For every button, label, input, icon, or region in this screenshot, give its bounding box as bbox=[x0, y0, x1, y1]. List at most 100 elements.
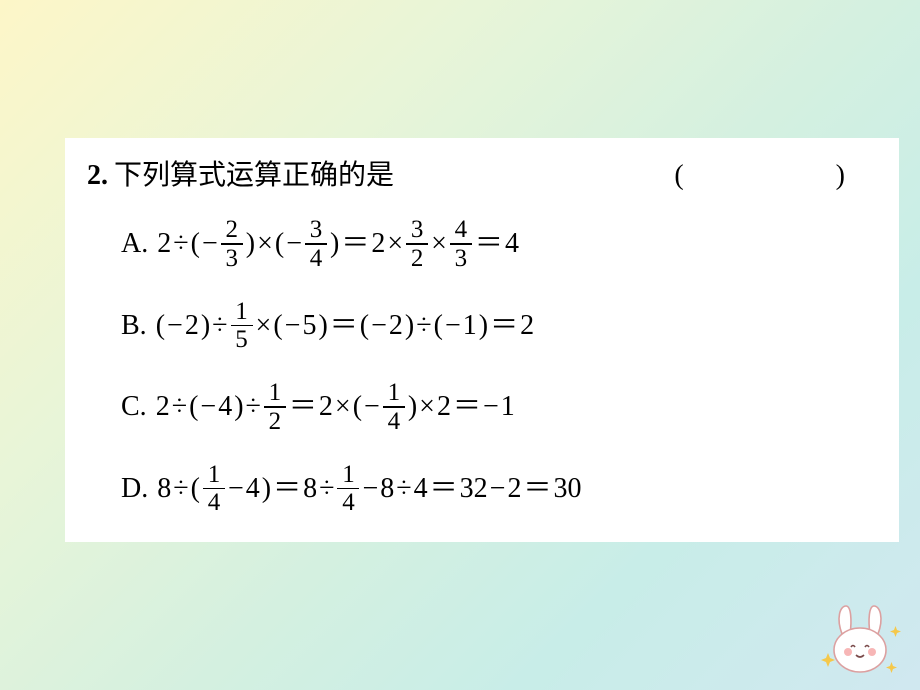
fraction-denominator: 2 bbox=[264, 408, 286, 435]
question-panel: 2. 下列算式运算正确的是 ( ) A. 2÷(−23)×(−34)＝2×32×… bbox=[65, 138, 899, 542]
option-a-expr: 2÷(−23)×(−34)＝2×32×43＝4 bbox=[156, 216, 520, 272]
math-token: ) bbox=[404, 312, 415, 340]
option-a-label: A. bbox=[121, 230, 148, 258]
fraction-numerator: 1 bbox=[264, 379, 286, 406]
math-token: ( bbox=[188, 393, 199, 421]
bunny-decoration bbox=[818, 600, 902, 676]
math-token: 4 bbox=[413, 475, 429, 503]
fraction-numerator: 3 bbox=[406, 216, 428, 243]
math-token: ＝ bbox=[522, 475, 552, 503]
math-token: ( bbox=[272, 312, 283, 340]
fraction-denominator: 4 bbox=[203, 489, 225, 516]
math-token: − bbox=[361, 475, 379, 503]
math-token: − bbox=[166, 312, 184, 340]
math-token: ( bbox=[352, 393, 363, 421]
fraction-denominator: 4 bbox=[383, 408, 405, 435]
math-token: − bbox=[489, 475, 507, 503]
math-token: ＝ bbox=[329, 312, 359, 340]
fraction: 14 bbox=[203, 461, 225, 517]
math-token: 1 bbox=[500, 393, 516, 421]
fraction-numerator: 4 bbox=[450, 216, 472, 243]
option-d: D. 8÷(14−4)＝8÷14−8÷4＝32−2＝30 bbox=[121, 461, 877, 517]
math-token: ÷ bbox=[211, 312, 228, 340]
bunny-icon bbox=[818, 600, 902, 676]
math-token: ＝ bbox=[452, 393, 482, 421]
math-token: ) bbox=[261, 475, 272, 503]
math-token: − bbox=[199, 393, 217, 421]
math-token: × bbox=[334, 393, 352, 421]
math-token: ÷ bbox=[245, 393, 262, 421]
fraction-denominator: 2 bbox=[406, 245, 428, 272]
fraction: 34 bbox=[305, 216, 327, 272]
math-token: ) bbox=[245, 230, 256, 258]
math-token: ( bbox=[359, 312, 370, 340]
question-text: 下列算式运算正确的是 bbox=[114, 158, 394, 194]
math-token: ÷ bbox=[395, 475, 412, 503]
math-token: ) bbox=[407, 393, 418, 421]
fraction: 12 bbox=[264, 379, 286, 435]
option-a: A. 2÷(−23)×(−34)＝2×32×43＝4 bbox=[121, 216, 877, 272]
math-token: × bbox=[430, 230, 448, 258]
math-token: − bbox=[227, 475, 245, 503]
fraction-numerator: 2 bbox=[221, 216, 243, 243]
math-token: ÷ bbox=[171, 393, 188, 421]
math-token: ＝ bbox=[474, 230, 504, 258]
option-c-expr: 2÷(−4)÷12＝2×(−14)×2＝−1 bbox=[155, 379, 516, 435]
math-token: ＝ bbox=[340, 230, 370, 258]
math-token: − bbox=[370, 312, 388, 340]
math-token: ＝ bbox=[489, 312, 519, 340]
math-token: 32 bbox=[459, 475, 489, 503]
fraction-numerator: 1 bbox=[383, 379, 405, 406]
fraction-denominator: 3 bbox=[450, 245, 472, 272]
math-token: ) bbox=[329, 230, 340, 258]
math-token: × bbox=[386, 230, 404, 258]
fraction: 43 bbox=[450, 216, 472, 272]
fraction: 15 bbox=[231, 298, 253, 354]
math-token: ( bbox=[433, 312, 444, 340]
math-token: ) bbox=[200, 312, 211, 340]
question-line: 2. 下列算式运算正确的是 ( ) bbox=[87, 158, 877, 194]
option-b-expr: (−2)÷15×(−5)＝(−2)÷(−1)＝2 bbox=[155, 298, 535, 354]
math-token: 2 bbox=[156, 230, 172, 258]
option-d-label: D. bbox=[121, 475, 148, 503]
fraction-numerator: 1 bbox=[337, 461, 359, 488]
math-token: − bbox=[284, 312, 302, 340]
math-token: 2 bbox=[318, 393, 334, 421]
math-token: ) bbox=[478, 312, 489, 340]
math-token: − bbox=[444, 312, 462, 340]
fraction-denominator: 5 bbox=[231, 326, 253, 353]
fraction-numerator: 1 bbox=[203, 461, 225, 488]
fraction: 14 bbox=[383, 379, 405, 435]
options-list: A. 2÷(−23)×(−34)＝2×32×43＝4 B. (−2)÷15×(−… bbox=[87, 216, 877, 516]
option-c-label: C. bbox=[121, 393, 147, 421]
math-token: 8 bbox=[156, 475, 172, 503]
math-token: 2 bbox=[155, 393, 171, 421]
fraction-numerator: 1 bbox=[231, 298, 253, 325]
math-token: ( bbox=[155, 312, 166, 340]
fraction-numerator: 3 bbox=[305, 216, 327, 243]
fraction-denominator: 3 bbox=[221, 245, 243, 272]
math-token: 2 bbox=[506, 475, 522, 503]
math-token: × bbox=[255, 312, 273, 340]
math-token: ( bbox=[190, 475, 201, 503]
option-d-expr: 8÷(14−4)＝8÷14−8÷4＝32−2＝30 bbox=[156, 461, 582, 517]
math-token: ÷ bbox=[415, 312, 432, 340]
math-token: 2 bbox=[184, 312, 200, 340]
math-token: 1 bbox=[462, 312, 478, 340]
math-token: ( bbox=[190, 230, 201, 258]
math-token: 2 bbox=[370, 230, 386, 258]
math-token: − bbox=[363, 393, 381, 421]
math-token: 30 bbox=[552, 475, 582, 503]
math-token: 2 bbox=[519, 312, 535, 340]
math-token: × bbox=[256, 230, 274, 258]
math-token: 4 bbox=[245, 475, 261, 503]
answer-blank: ( ) bbox=[674, 158, 877, 194]
math-token: − bbox=[285, 230, 303, 258]
math-token: ＝ bbox=[429, 475, 459, 503]
math-token: ＝ bbox=[288, 393, 318, 421]
fraction-denominator: 4 bbox=[305, 245, 327, 272]
math-token: − bbox=[201, 230, 219, 258]
math-token: 8 bbox=[379, 475, 395, 503]
math-token: ÷ bbox=[172, 230, 189, 258]
fraction: 32 bbox=[406, 216, 428, 272]
